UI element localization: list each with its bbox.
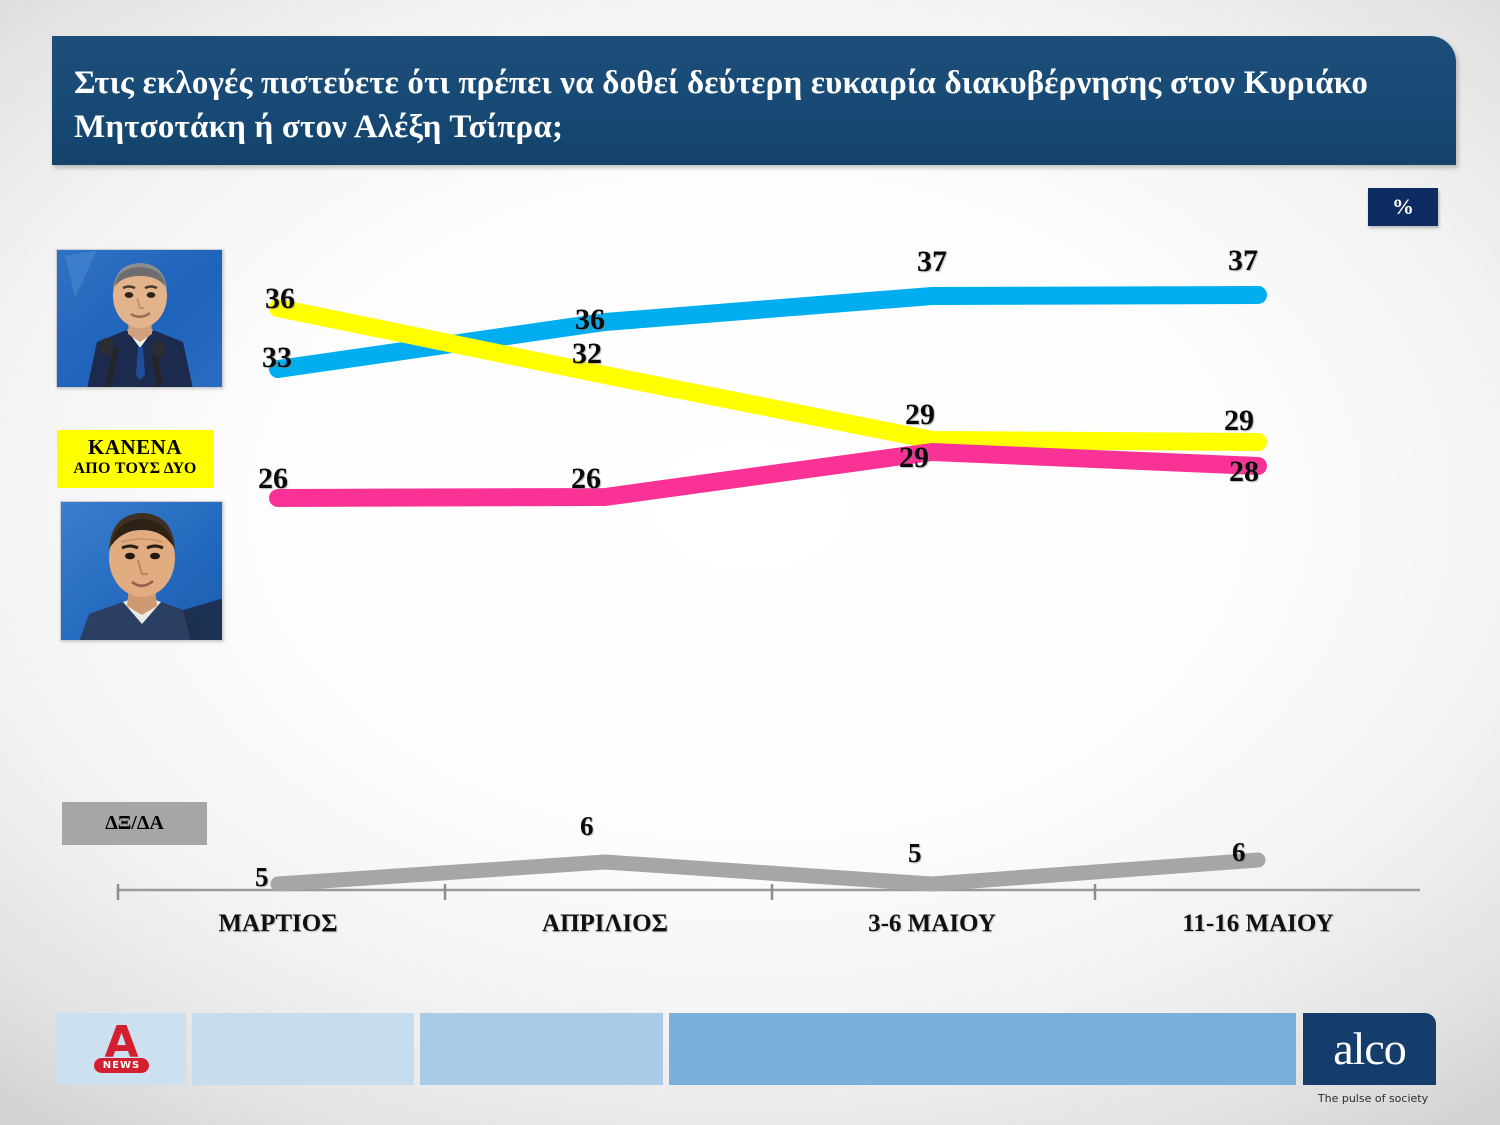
mitsotakis-portrait-icon <box>57 250 222 387</box>
series-line-tsipras <box>269 443 1267 507</box>
percent-unit-badge: % <box>1368 188 1438 226</box>
data-label-mitsotakis-1: 36 <box>575 303 605 336</box>
x-axis-label-3: 11-16 ΜΑΙΟΥ <box>1182 910 1334 937</box>
mitsotakis-photo <box>56 249 223 388</box>
data-label-tsipras-0: 26 <box>258 462 288 495</box>
footer-bar-2 <box>420 1013 663 1085</box>
alpha-news-logo: A NEWS <box>57 1013 186 1085</box>
footer-bar-1 <box>192 1013 414 1085</box>
alco-logo: alco <box>1303 1013 1436 1085</box>
footer-bar-3 <box>669 1013 1296 1085</box>
footer-logo-panel <box>57 1013 186 1085</box>
data-label-tsipras-2: 29 <box>899 441 929 474</box>
data-label-dkda-0: 5 <box>255 862 269 892</box>
legend-none-line2: ΑΠΟ ΤΟΥΣ ΔΥΟ <box>73 460 197 477</box>
data-label-mitsotakis-3: 37 <box>1228 244 1258 277</box>
alco-logo-text: alco <box>1333 1023 1407 1074</box>
data-label-none-3: 29 <box>1224 404 1254 437</box>
data-label-tsipras-1: 26 <box>571 462 601 495</box>
data-label-tsipras-3: 28 <box>1229 455 1259 488</box>
legend-none-line1: ΚΑΝΕΝΑ <box>87 435 182 459</box>
data-label-dkda-2: 5 <box>908 838 922 868</box>
alpha-letter-icon: A <box>104 1017 139 1069</box>
data-label-dkda-3: 6 <box>1232 837 1246 867</box>
x-axis-label-0: ΜΑΡΤΙΟΣ <box>218 910 338 937</box>
data-label-dkda-1: 6 <box>580 811 594 841</box>
footer: A NEWS alco The pulse of society <box>0 1010 1500 1125</box>
series-line-none <box>269 299 1267 451</box>
data-label-none-1: 32 <box>572 337 602 370</box>
data-label-mitsotakis-0: 33 <box>262 341 292 374</box>
page-title: Στις εκλογές πιστεύετε ότι πρέπει να δοθ… <box>74 65 1369 145</box>
x-axis-label-1: ΑΠΡΙΛΙΟΣ <box>542 910 668 937</box>
series-line-dkda <box>270 852 1266 892</box>
x-axis-label-2: 3-6 ΜΑΙΟΥ <box>868 910 996 937</box>
tsipras-portrait-icon <box>61 502 222 640</box>
data-label-none-0: 36 <box>265 282 295 315</box>
title-banner: Στις εκλογές πιστεύετε ότι πρέπει να δοθ… <box>52 36 1456 165</box>
data-label-none-2: 29 <box>905 398 935 431</box>
data-label-mitsotakis-2: 37 <box>917 245 947 278</box>
tsipras-photo <box>60 501 223 641</box>
legend-none-of-two: ΚΑΝΕΝΑ ΑΠΟ ΤΟΥΣ ΔΥΟ <box>57 430 213 488</box>
legend-dkda: ΔΞ/ΔΑ <box>62 802 207 845</box>
alco-tagline: The pulse of society <box>1317 1092 1429 1105</box>
alpha-news-badge: NEWS <box>93 1057 150 1073</box>
